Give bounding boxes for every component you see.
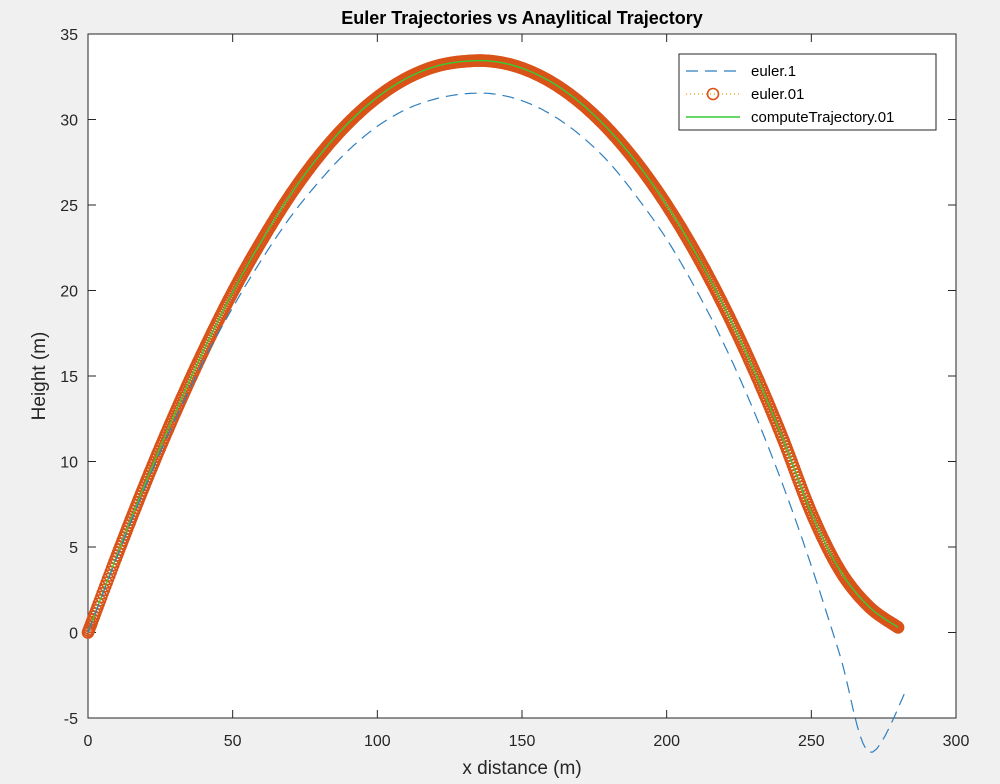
series-euler1-line xyxy=(87,92,908,753)
y-tick-label: 20 xyxy=(60,284,78,301)
legend-label-computetrajectory: computeTrajectory.01 xyxy=(751,109,894,126)
y-tick-label: 15 xyxy=(60,369,78,386)
x-tick-label: 50 xyxy=(224,733,242,750)
plot-area xyxy=(87,33,957,719)
series-computetrajectory-line xyxy=(87,59,899,633)
y-tick-label: 35 xyxy=(60,27,78,44)
euler01-point xyxy=(891,621,905,634)
axis-ticks: 0 50 100 150 200 250 300 -5 0 5 10 15 20 25 30 35 xyxy=(60,27,969,750)
series-euler01-markers xyxy=(81,54,905,639)
legend[interactable]: euler.1 euler.01 computeTrajectory.01 xyxy=(678,53,937,131)
x-tick-label: 200 xyxy=(653,733,680,750)
x-axis-label: x distance (m) xyxy=(462,758,581,779)
y-tick-label: -5 xyxy=(64,711,78,728)
x-tick-label: 300 xyxy=(943,733,970,750)
x-tick-label: 250 xyxy=(798,733,825,750)
y-tick-label: 10 xyxy=(60,455,78,472)
legend-label-euler01: euler.01 xyxy=(751,86,804,103)
legend-samples xyxy=(686,70,740,118)
x-tick-label: 150 xyxy=(509,733,536,750)
x-tick-label: 0 xyxy=(84,733,93,750)
series-layer xyxy=(81,54,908,753)
x-tick-label: 100 xyxy=(364,733,391,750)
y-tick-label: 5 xyxy=(69,540,78,557)
y-axis-label: Height (m) xyxy=(29,332,50,421)
chart-title: Euler Trajectories vs Anaylitical Trajec… xyxy=(341,8,703,28)
legend-label-euler1: euler.1 xyxy=(751,63,796,80)
y-tick-label: 30 xyxy=(60,113,78,130)
y-tick-label: 25 xyxy=(60,198,78,215)
legend-sample-euler01-marker xyxy=(706,87,720,101)
y-tick-label: 0 xyxy=(69,626,78,643)
